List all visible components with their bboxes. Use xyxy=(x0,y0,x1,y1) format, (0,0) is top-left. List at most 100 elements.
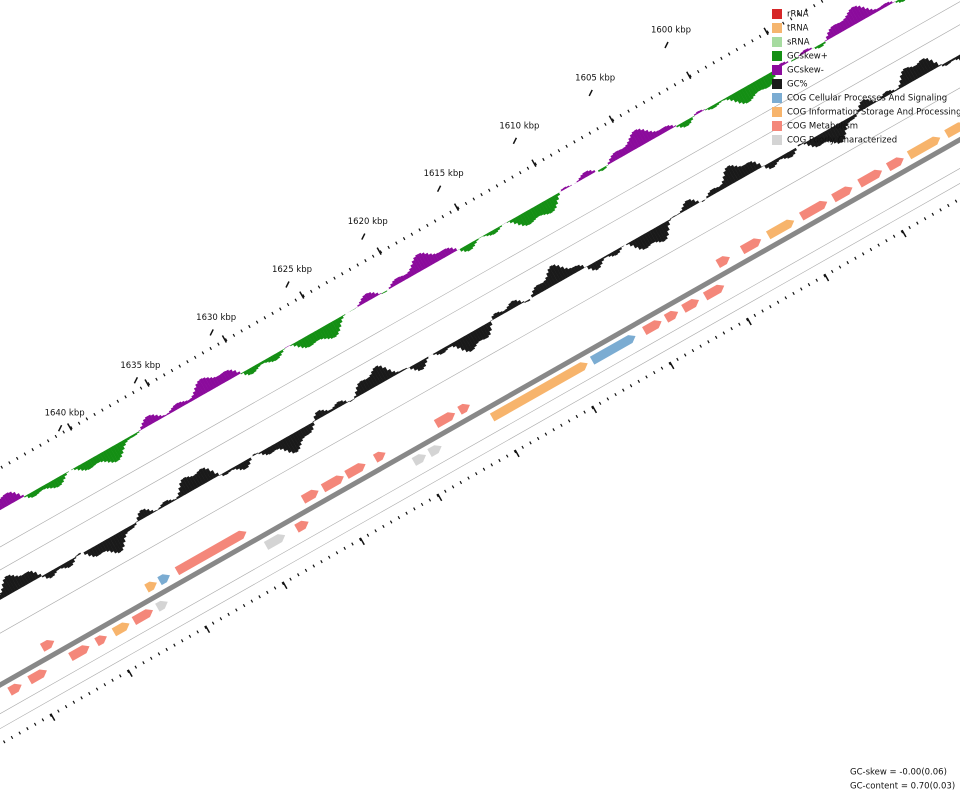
gc-content-bar xyxy=(245,459,251,466)
gc-skew-bar xyxy=(464,244,471,252)
gc-content-bar xyxy=(772,159,778,166)
gc-content-bar xyxy=(782,153,788,160)
gc-skew-bar xyxy=(696,110,700,115)
tick xyxy=(348,267,352,271)
tick xyxy=(402,237,406,241)
gc-skew-bar xyxy=(514,216,522,226)
gc-content-bar xyxy=(201,467,212,482)
gene xyxy=(320,475,344,493)
gc-content-bar xyxy=(631,239,639,249)
gc-content-bar xyxy=(46,571,53,579)
gene xyxy=(155,600,168,612)
gc-skew-bar xyxy=(70,468,75,471)
major-tick xyxy=(608,115,614,124)
gc-skew-bar xyxy=(728,94,734,102)
gc-content-bar xyxy=(531,289,538,297)
gc-content-bar xyxy=(549,265,561,283)
gc-skew-bar xyxy=(535,204,544,216)
gene xyxy=(433,412,456,428)
gc-skew-bar xyxy=(850,6,862,23)
gc-content-bar xyxy=(387,369,395,378)
gc-skew-bar xyxy=(571,183,575,186)
tick xyxy=(54,434,58,439)
tick xyxy=(317,285,321,289)
gc-skew-bar xyxy=(691,115,695,118)
gc-content-bar xyxy=(41,574,46,578)
major-tick xyxy=(359,537,365,546)
tick xyxy=(743,43,746,47)
gc-skew-bar xyxy=(615,150,622,159)
gc-skew-bar xyxy=(81,462,89,471)
tick xyxy=(441,215,445,219)
gc-skew-bar xyxy=(240,371,244,375)
gc-skew-bar xyxy=(287,344,291,347)
major-tick xyxy=(299,291,305,299)
gc-skew-bar xyxy=(199,378,210,393)
gc-skew-bar xyxy=(584,170,591,177)
gc-content-bar xyxy=(513,299,520,307)
ring-line xyxy=(0,65,960,748)
gc-content-bar xyxy=(145,508,152,516)
gc-skew-bar xyxy=(55,477,63,486)
gc-content-bar xyxy=(543,279,551,289)
tick xyxy=(939,208,942,212)
gene xyxy=(39,639,55,652)
legend-swatch xyxy=(772,107,782,117)
gc-skew-bar xyxy=(637,128,648,144)
gc-content-bar xyxy=(448,343,453,348)
gc-content-bar xyxy=(675,214,679,217)
gc-skew-bar xyxy=(405,273,411,279)
tick xyxy=(428,498,432,502)
gc-content-bar xyxy=(99,542,107,553)
tick xyxy=(382,524,385,529)
gc-content-bar xyxy=(857,104,864,111)
gc-skew-bar xyxy=(308,333,317,344)
gc-skew-bar xyxy=(790,59,795,62)
gc-skew-bar xyxy=(754,80,763,91)
major-tick xyxy=(282,581,288,590)
tick xyxy=(343,546,346,551)
gc-skew-bar xyxy=(175,402,181,410)
label-tick xyxy=(285,281,290,288)
gc-skew-bar xyxy=(475,238,479,242)
tick xyxy=(650,96,654,100)
tick xyxy=(95,687,99,691)
gc-content-bar xyxy=(790,149,796,156)
gc-skew-bar xyxy=(147,414,155,424)
gc-content-bar xyxy=(479,325,490,339)
gc-skew-bar xyxy=(26,493,32,499)
gc-skew-bar xyxy=(339,315,344,320)
gc-content-bar xyxy=(361,379,371,391)
gc-skew-bar xyxy=(277,351,282,357)
gc-content-bar xyxy=(837,122,847,136)
tick xyxy=(666,87,669,91)
gc-skew-bar xyxy=(600,167,605,172)
gc-skew-bar xyxy=(686,118,692,125)
gc-skew-bar xyxy=(60,474,66,480)
gc-content-bar xyxy=(312,419,316,423)
gc-skew-bar xyxy=(707,106,712,111)
gc-skew-bar xyxy=(808,47,812,51)
gc-skew-bar xyxy=(496,226,501,231)
gc-content-bar xyxy=(821,131,830,143)
gc-skew-bar xyxy=(300,337,309,349)
gc-skew-bar xyxy=(303,336,312,348)
gc-skew-bar xyxy=(798,54,802,57)
major-tick xyxy=(453,203,460,211)
tick xyxy=(727,52,731,56)
gc-skew-bar xyxy=(826,31,833,39)
gc-content-bar xyxy=(474,328,484,341)
gc-skew-bar xyxy=(177,401,184,408)
gc-content-bar xyxy=(178,482,188,495)
gc-skew-bar xyxy=(364,292,372,301)
gc-content-bar xyxy=(349,399,353,403)
tick xyxy=(374,529,377,533)
gc-skew-bar xyxy=(86,459,94,469)
gc-skew-bar xyxy=(824,39,828,42)
gc-skew-bar xyxy=(362,294,369,303)
major-tick xyxy=(127,669,133,678)
gc-content-bar xyxy=(135,520,139,523)
gc-content-bar xyxy=(795,146,799,149)
tick xyxy=(263,316,267,320)
gc-content-bar xyxy=(667,218,672,222)
